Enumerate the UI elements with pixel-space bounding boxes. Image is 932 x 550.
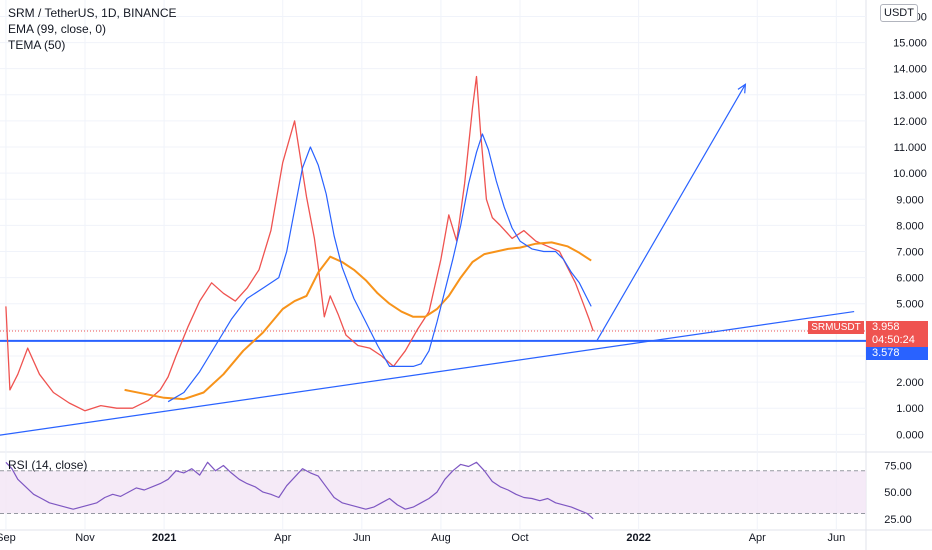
rsi-band-fill <box>0 470 866 514</box>
symbol-tag: SRMUSDT <box>808 321 864 334</box>
series-ema <box>124 241 592 401</box>
price-tick-label: 14.000 <box>893 64 927 76</box>
price-tick-label: 11.000 <box>894 142 927 154</box>
price-tick-label: 0.000 <box>896 429 924 441</box>
series-tema <box>167 133 592 403</box>
time-tick-label: Oct <box>511 532 528 544</box>
time-tick-label: 2022 <box>626 532 650 544</box>
trendline <box>0 310 855 436</box>
price-tick-label: 6.000 <box>896 273 924 285</box>
time-tick-label: Nov <box>75 532 95 544</box>
legend-symbol[interactable]: SRM / TetherUS, 1D, BINANCE <box>8 6 177 20</box>
price-tick-label: 8.000 <box>896 220 924 232</box>
time-tick-label: Aug <box>431 532 451 544</box>
price-tick-label: 13.000 <box>893 90 927 102</box>
price-tick-label: 1.000 <box>896 403 924 415</box>
countdown-tag: 04:50:24 <box>866 334 928 347</box>
price-tick-label: 10.000 <box>893 168 927 180</box>
chart-legend: SRM / TetherUS, 1D, BINANCE EMA (99, clo… <box>8 5 177 53</box>
rsi-tick-label: 25.00 <box>884 514 912 526</box>
rsi-band <box>0 470 866 514</box>
price-tick-label: 7.000 <box>896 247 924 259</box>
price-lines <box>0 75 866 520</box>
last-price-tag: 3.958 <box>866 321 928 334</box>
time-tick-label: 2021 <box>152 532 176 544</box>
level-tag: 3.578 <box>866 347 928 360</box>
projection-arrow-line <box>596 84 746 341</box>
projection-arrow-head <box>737 83 747 94</box>
rsi-tick-label: 50.00 <box>884 487 912 499</box>
time-tick-label: Apr <box>749 532 766 544</box>
price-tick-label: 9.000 <box>896 194 924 206</box>
price-tick-label: 2.000 <box>896 377 924 389</box>
time-tick-label: Apr <box>274 532 291 544</box>
price-tick-label: 12.000 <box>893 116 927 128</box>
currency-button[interactable]: USDT <box>880 4 918 22</box>
time-tick-label: Jun <box>353 532 371 544</box>
time-tick-label: Sep <box>0 532 16 544</box>
series-close <box>5 75 594 412</box>
rsi-line <box>5 461 594 520</box>
price-tick-label: 15.000 <box>893 38 927 50</box>
price-tick-label: 5.000 <box>896 299 924 311</box>
rsi-tick-label: 75.00 <box>884 460 912 472</box>
legend-rsi[interactable]: RSI (14, close) <box>8 458 88 472</box>
legend-ema[interactable]: EMA (99, close, 0) <box>8 22 107 36</box>
legend-tema[interactable]: TEMA (50) <box>8 38 66 52</box>
axes: Sep Nov 2021 Apr Jun Aug Oct 2022 Apr Jun 0.000 1.0… <box>0 11 927 544</box>
time-tick-label: Jun <box>827 532 845 544</box>
